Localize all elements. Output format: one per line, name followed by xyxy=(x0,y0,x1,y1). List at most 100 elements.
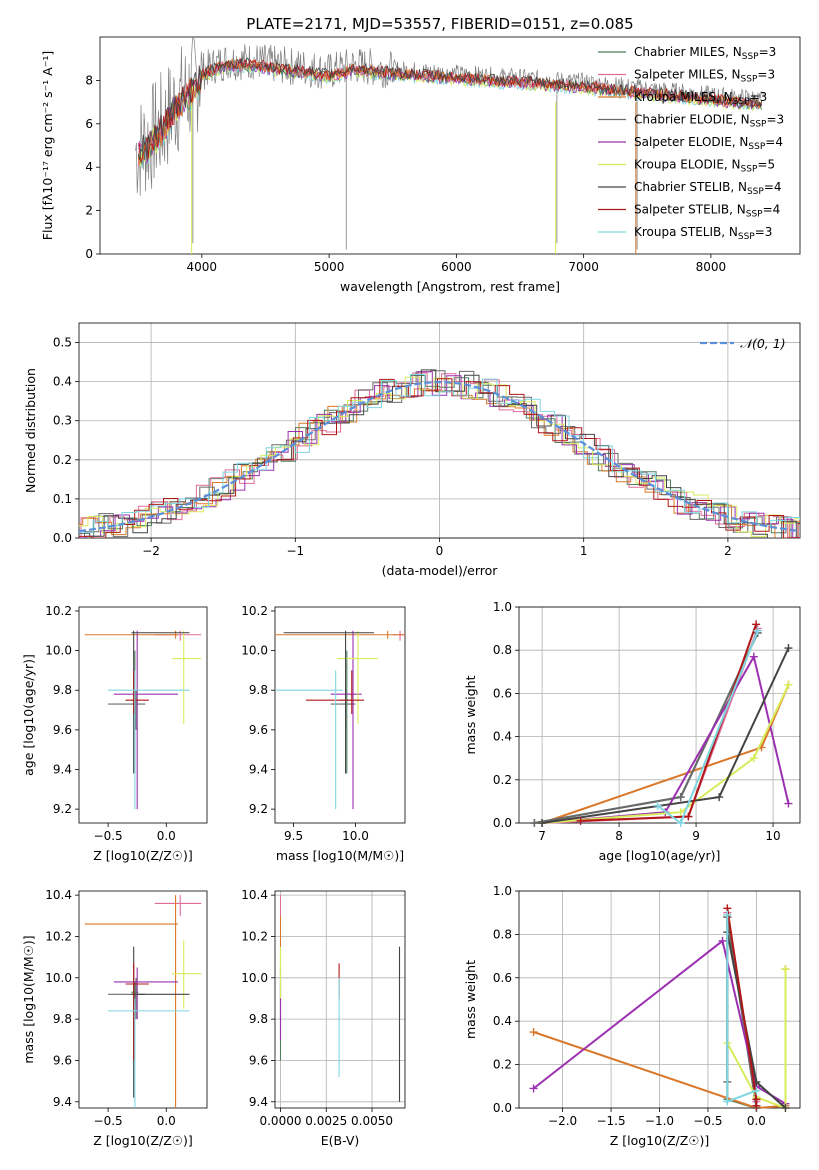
legend-entry: Kroupa ELODIE, NSSP=5 xyxy=(634,158,775,175)
tick-label-y: 0.1 xyxy=(53,492,72,506)
weight-marker xyxy=(538,819,547,827)
tick-label-y: 10.0 xyxy=(241,644,268,658)
legend-tail: =3 xyxy=(755,225,773,239)
tick-label-x: −1.0 xyxy=(645,1114,674,1128)
weight-marker xyxy=(752,1086,761,1095)
legend-text: Chabrier MILES, N xyxy=(634,45,742,59)
tick-label-y: 2 xyxy=(85,204,93,218)
legend-text: Salpeter ELODIE, N xyxy=(634,135,748,149)
tick-label-x: 0.0050 xyxy=(351,1114,393,1128)
tick-label-x: 8 xyxy=(615,829,623,843)
legend-entry: Salpeter STELIB, NSSP=4 xyxy=(634,203,780,220)
weight-marker xyxy=(530,819,539,827)
axis-label-y: Flux [fλ10⁻¹⁷ erg cm⁻² s⁻¹ A⁻¹] xyxy=(40,51,55,240)
tick-label-x: −0.5 xyxy=(94,1114,123,1128)
weight-marker xyxy=(676,819,685,827)
tick-label-y: 1.0 xyxy=(493,600,512,614)
weight-marker xyxy=(749,652,758,661)
tick-label-y: 0 xyxy=(85,247,93,261)
legend-text: Chabrier STELIB, N xyxy=(634,180,747,194)
tick-label-y: 9.8 xyxy=(249,1012,268,1026)
legend-text: Salpeter STELIB, N xyxy=(634,203,746,217)
tick-label-x: 2 xyxy=(724,544,732,558)
axes-frame xyxy=(78,890,208,1109)
tick-label-x: 7 xyxy=(538,829,546,843)
tick-label-y: 9.4 xyxy=(249,762,268,776)
tick-label-y: 10.2 xyxy=(241,604,268,618)
weight-marker xyxy=(723,1097,732,1106)
tick-label-y: 10.0 xyxy=(45,971,72,985)
weight-marker xyxy=(715,793,724,802)
axis-label-x: wavelength [Angstrom, rest frame] xyxy=(340,279,560,294)
residual-histograms xyxy=(79,369,800,538)
axis-label-y: mass weight xyxy=(463,675,478,754)
tick-label-x: 0.0 xyxy=(157,829,176,843)
tick-label-y: 9.6 xyxy=(53,723,72,737)
legend-tail: =3 xyxy=(757,68,775,82)
legend-sub: SSP xyxy=(741,75,758,85)
legend-sub: SSP xyxy=(738,232,755,242)
axis-label-x: Z [log10(Z/Z☉)] xyxy=(610,1133,710,1148)
errorbars-mass-vs-ebv xyxy=(279,895,401,1102)
weights-weight-vs-Z xyxy=(529,904,790,1112)
tick-label-y: 9.2 xyxy=(249,802,268,816)
legend-sub: SSP xyxy=(746,210,763,220)
legend-tail: =4 xyxy=(764,180,782,194)
axis-label-x: E(B-V) xyxy=(321,1133,360,1148)
weight-line-salpeter_stelib xyxy=(726,908,758,1106)
axis-label-y: mass weight xyxy=(463,960,478,1039)
weight-marker xyxy=(676,808,685,817)
legend-text: Chabrier ELODIE, N xyxy=(634,113,750,127)
axes-age-vs-mass: 9.5 10.0 9.2 9.4 9.6 9.8 10.0 10.2 mass [log10(M… xyxy=(241,604,406,863)
axes-mass-vs-ebv: 0.0000 0.0025 0.0050 9.4 9.6 9.8 10.0 10.2 10.4 E… xyxy=(241,888,406,1148)
model-spectrum-chabrier_stelib xyxy=(137,57,763,160)
axes-frame xyxy=(99,36,801,255)
tick-label-y: 0.8 xyxy=(493,927,512,941)
weight-line-kroupa_elodie xyxy=(542,684,790,824)
weight-line-chabrier_miles xyxy=(534,632,759,824)
weight-marker xyxy=(752,620,761,629)
tick-label-x: 10.0 xyxy=(342,829,369,843)
tick-label-x: −1.5 xyxy=(596,1114,625,1128)
tick-label-x: 4000 xyxy=(187,260,218,274)
axes-frame xyxy=(78,606,208,824)
tick-label-y: 0.5 xyxy=(53,336,72,350)
tick-label-y: 0.4 xyxy=(53,375,72,389)
tick-label-y: 10.4 xyxy=(45,888,72,902)
weight-marker xyxy=(529,1028,538,1037)
legend-text: Salpeter MILES, N xyxy=(634,68,741,82)
legend-entry: Kroupa STELIB, NSSP=3 xyxy=(634,225,772,242)
histogram-kroupa_stelib xyxy=(79,374,800,534)
axis-label-x: (data-model)/error xyxy=(382,563,499,578)
legend-entry: 𝒩(0, 1) xyxy=(740,336,786,351)
tick-label-y: 10.0 xyxy=(241,971,268,985)
tick-label-y: 0.8 xyxy=(493,643,512,657)
legend-entry: Salpeter ELODIE, NSSP=4 xyxy=(634,135,783,152)
tick-label-y: 0.0 xyxy=(493,816,512,830)
legend-sub: SSP xyxy=(733,97,750,107)
tick-label-y: 0.4 xyxy=(493,1014,512,1028)
tick-label-y: 9.4 xyxy=(249,1095,268,1109)
tick-label-y: 9.6 xyxy=(53,1053,72,1067)
legend-text: Kroupa ELODIE, N xyxy=(634,158,741,172)
legend-tail: =5 xyxy=(757,158,775,172)
tick-label-x: 7000 xyxy=(568,260,599,274)
axis-label-x: age [log10(age/yr)] xyxy=(599,848,721,863)
weight-line-salpeter_miles xyxy=(542,628,759,824)
weight-marker xyxy=(529,1084,538,1093)
tick-label-y: 10.0 xyxy=(45,644,72,658)
tick-label-y: 9.4 xyxy=(53,1095,72,1109)
axes-frame xyxy=(274,890,406,1109)
tick-label-x: 6000 xyxy=(441,260,472,274)
legend-tail: =3 xyxy=(759,45,777,59)
tick-label-y: 10.2 xyxy=(241,929,268,943)
legend-tail: =4 xyxy=(763,203,781,217)
tick-label-y: 10.4 xyxy=(241,888,268,902)
tick-label-y: 9.6 xyxy=(249,723,268,737)
tick-label-x: 9 xyxy=(692,829,700,843)
legend-entry: Chabrier ELODIE, NSSP=3 xyxy=(634,113,784,130)
tick-label-y: 6 xyxy=(85,117,93,131)
tick-label-y: 9.8 xyxy=(53,1012,72,1026)
tick-label-x: 0.0 xyxy=(747,1114,766,1128)
axes-mass-vs-Z: −0.5 0.0 9.4 9.6 9.8 10.0 10.2 10.4 Z [log10(Z/Z… xyxy=(21,888,208,1148)
